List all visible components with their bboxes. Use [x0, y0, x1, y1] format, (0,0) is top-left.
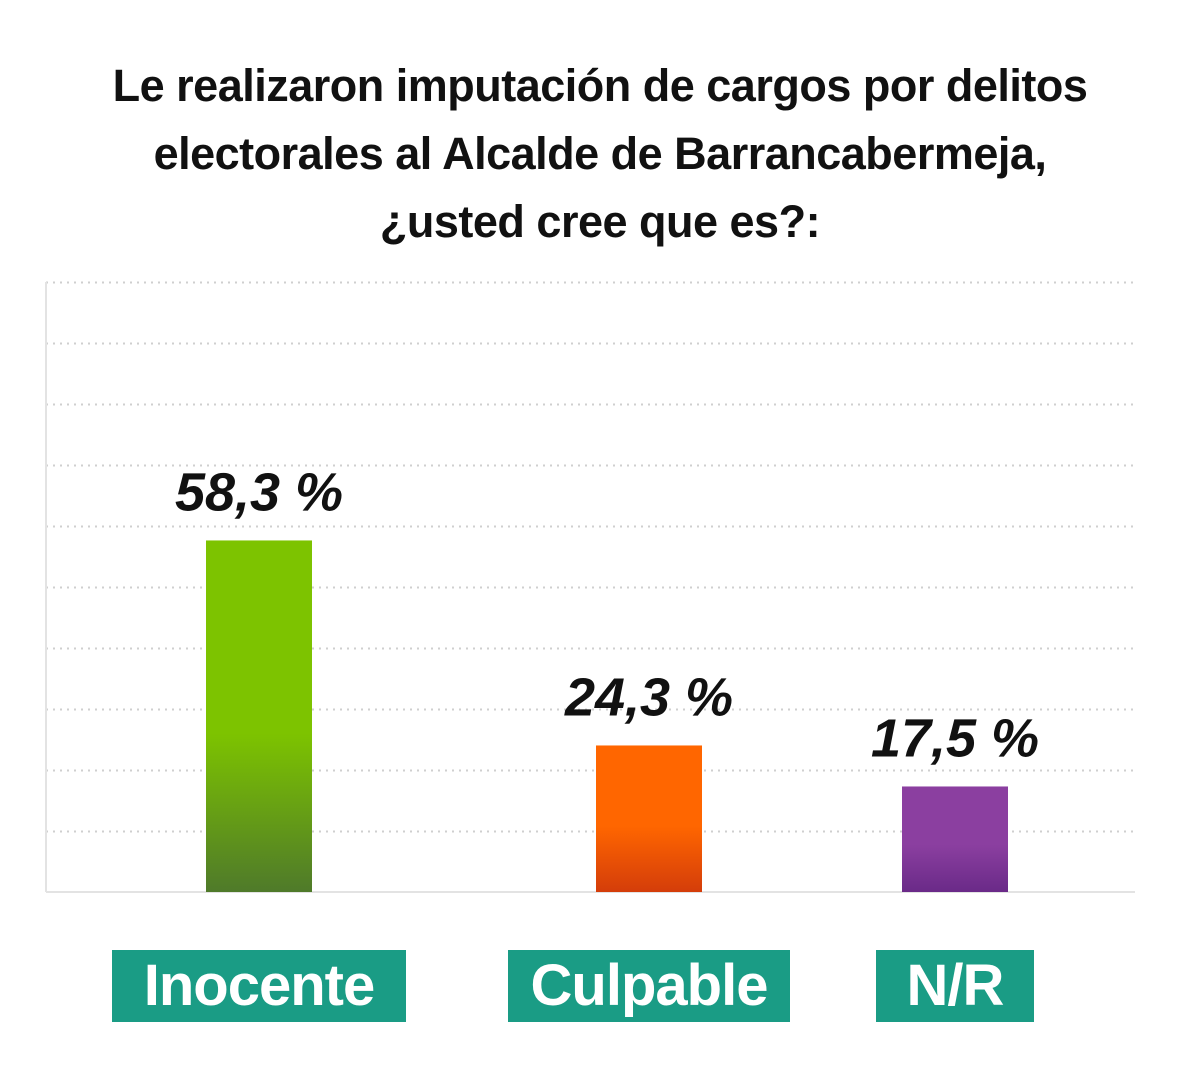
title-line-3: ¿usted cree que es?:	[379, 196, 821, 247]
bar-inocente	[206, 540, 312, 892]
chart-title: Le realizaron imputación de cargos por d…	[0, 52, 1200, 256]
title-line-2: electorales al Alcalde de Barrancabermej…	[153, 128, 1047, 179]
value-label-inocente: 58,3 %	[175, 462, 343, 522]
category-label-nr: N/R	[876, 950, 1034, 1022]
category-label-culpable: Culpable	[508, 950, 790, 1022]
bar-culpable	[596, 745, 702, 892]
bar-nr	[902, 786, 1008, 892]
value-label-nr: 17,5 %	[871, 708, 1039, 768]
title-line-1: Le realizaron imputación de cargos por d…	[112, 60, 1088, 111]
category-label-inocente: Inocente	[112, 950, 406, 1022]
value-label-culpable: 24,3 %	[564, 667, 733, 727]
